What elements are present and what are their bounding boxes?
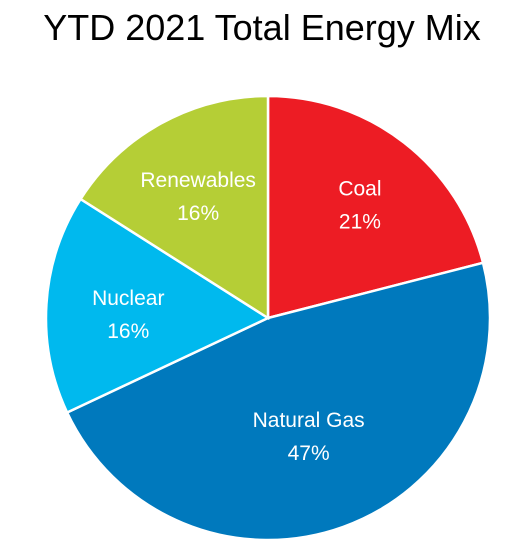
slice-value-renewables: 16% bbox=[177, 202, 219, 225]
slice-label-nuclear: Nuclear bbox=[92, 287, 164, 310]
pie-slice-natural-gas bbox=[65, 261, 492, 542]
slice-label-renewables: Renewables bbox=[140, 169, 256, 192]
slice-value-nuclear: 16% bbox=[107, 320, 149, 343]
slice-value-coal: 21% bbox=[339, 210, 381, 233]
slice-label-natural-gas: Natural Gas bbox=[253, 409, 365, 432]
pie-slice-coal bbox=[266, 94, 485, 320]
slice-value-natural-gas: 47% bbox=[288, 442, 330, 465]
pie-slice-renewables bbox=[78, 94, 270, 321]
slice-label-coal: Coal bbox=[338, 177, 381, 200]
pie-slice-nuclear bbox=[44, 197, 271, 415]
chart-title: YTD 2021 Total Energy Mix bbox=[43, 7, 481, 48]
